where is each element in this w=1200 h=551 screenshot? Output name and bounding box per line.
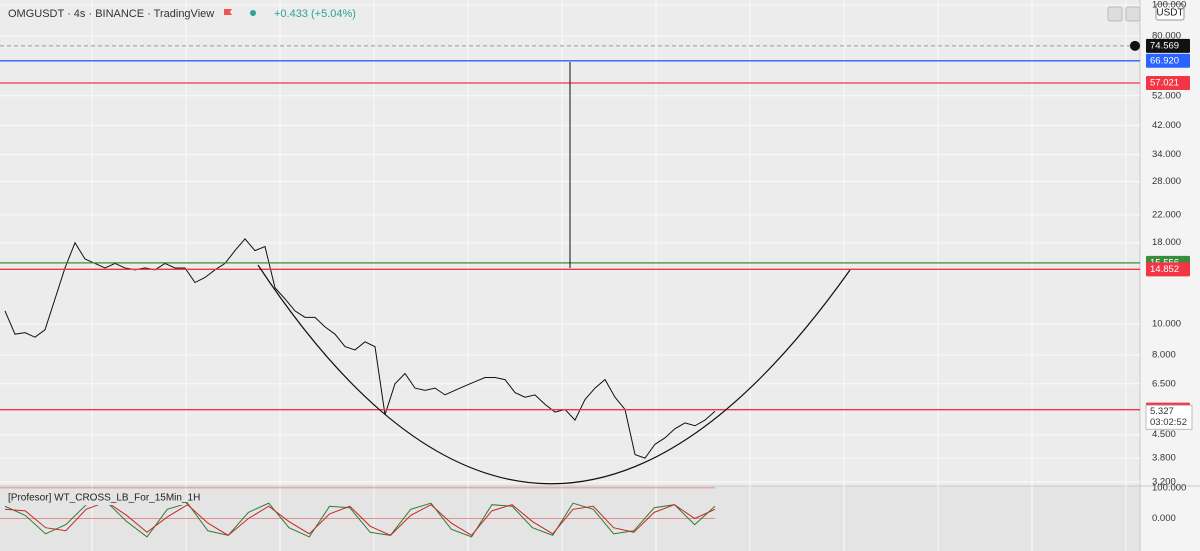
- status-dot: [250, 10, 256, 16]
- last-price: 5.327: [1150, 406, 1174, 417]
- level-label-box: [1146, 75, 1190, 90]
- y-tick-label: 42.000: [1152, 120, 1181, 131]
- crosshair-label: 74.569: [1150, 40, 1179, 51]
- indicator-line: [4, 501, 716, 537]
- y-tick-label: 3.800: [1152, 453, 1176, 464]
- flag-icon: [224, 9, 232, 15]
- y-tick-label: 100.000: [1152, 0, 1186, 11]
- y-tick-label: 52.000: [1152, 90, 1181, 101]
- y-tick-label: 4.500: [1152, 429, 1176, 440]
- y-tick-label: 80.000: [1152, 31, 1181, 42]
- y-tick-label: 18.000: [1152, 237, 1181, 248]
- price-line: [4, 238, 716, 459]
- y-tick-label: 34.000: [1152, 149, 1181, 160]
- level-label-box: [1146, 53, 1190, 68]
- y-tick-label: 6.500: [1152, 378, 1176, 389]
- y-tick-label: 28.000: [1152, 176, 1181, 187]
- level-label: 14.852: [1150, 264, 1179, 275]
- y-tick-label: 22.000: [1152, 209, 1181, 220]
- indicator-line: [4, 501, 716, 538]
- crosshair-icon: [1130, 40, 1140, 51]
- button[interactable]: [1125, 6, 1141, 22]
- change: +0.433 (+5.04%): [274, 8, 356, 20]
- countdown: 03:02:52: [1150, 417, 1187, 428]
- button[interactable]: [1107, 6, 1123, 22]
- indicator-title-bg: [6, 491, 186, 505]
- indicator-tick-label: 0.000: [1152, 513, 1176, 524]
- level-label-box: [1146, 262, 1190, 277]
- indicator-tick-label: 100.000: [1152, 482, 1186, 493]
- last-price-box: [1145, 404, 1193, 430]
- indicator-title: [Profesor] WT_CROSS_LB_For_15Min_1H: [8, 493, 200, 504]
- cup-drawing: [257, 264, 851, 485]
- currency-button[interactable]: [1155, 3, 1185, 21]
- marks: [0, 45, 1140, 538]
- level-label: 66.920: [1150, 55, 1179, 66]
- y-tick-label: 3.200: [1152, 476, 1176, 487]
- currency[interactable]: USDT: [1156, 8, 1183, 19]
- symbol-title: OMGUSDT · 4s · BINANCE · TradingView: [8, 8, 214, 20]
- y-tick-label: 8.000: [1152, 350, 1176, 361]
- y-tick-label: 10.000: [1152, 319, 1181, 330]
- level-label: 57.021: [1150, 77, 1179, 88]
- crosshair-label-box: [1146, 38, 1190, 53]
